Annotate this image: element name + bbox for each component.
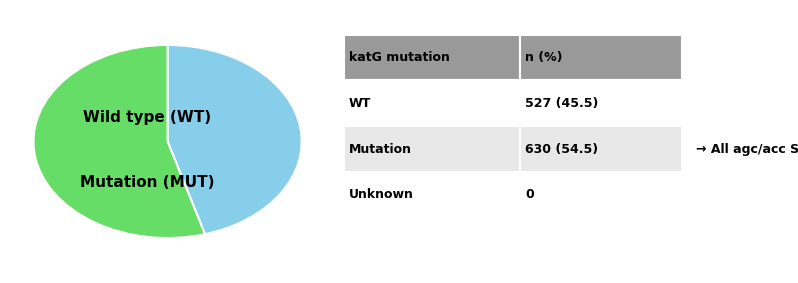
FancyBboxPatch shape [520, 35, 682, 80]
FancyBboxPatch shape [345, 172, 520, 218]
Text: WT: WT [349, 97, 371, 110]
FancyBboxPatch shape [345, 126, 520, 172]
Text: Unknown: Unknown [349, 188, 414, 201]
Wedge shape [34, 45, 205, 238]
Text: 630 (54.5): 630 (54.5) [525, 143, 598, 156]
Text: katG mutation: katG mutation [349, 51, 450, 64]
FancyBboxPatch shape [520, 126, 682, 172]
FancyBboxPatch shape [520, 80, 682, 126]
FancyBboxPatch shape [345, 35, 520, 80]
Text: Wild type (WT): Wild type (WT) [84, 110, 211, 125]
FancyBboxPatch shape [345, 80, 520, 126]
Text: 0: 0 [525, 188, 534, 201]
FancyBboxPatch shape [520, 172, 682, 218]
Text: Mutation: Mutation [349, 143, 412, 156]
Text: Mutation (MUT): Mutation (MUT) [81, 175, 215, 190]
Text: 527 (45.5): 527 (45.5) [525, 97, 598, 110]
Wedge shape [168, 45, 302, 234]
Text: n (%): n (%) [525, 51, 563, 64]
Text: → All agc/acc S315Tb: → All agc/acc S315Tb [696, 143, 798, 156]
